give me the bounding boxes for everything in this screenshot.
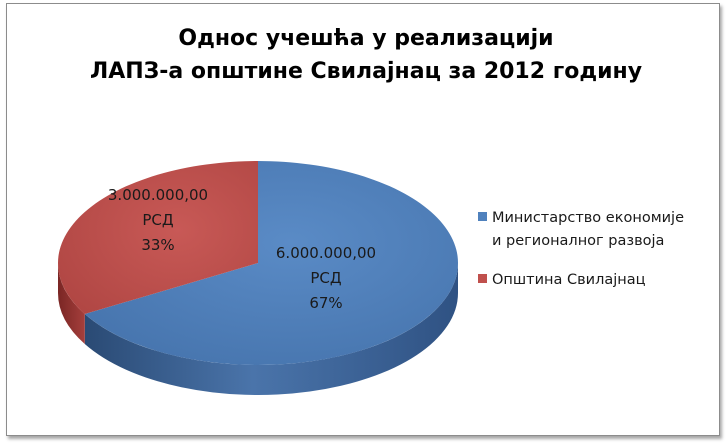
pie-data-labels: 6.000.000,00 РСД 67% 3.000.000,00 РСД 33% [108, 186, 376, 312]
legend-swatch-2 [478, 274, 487, 283]
data-label-slice-2-line-3: 33% [141, 236, 174, 254]
data-label-slice-2-line-1: 3.000.000,00 [108, 186, 208, 204]
legend-entry-2-line-1: Општина Свилајнац [492, 272, 646, 288]
pie-slice-1 [84, 161, 458, 365]
chart-title: Однос учешћа у реализацији ЛАПЗ-а општин… [90, 26, 642, 84]
legend: Министарство економије и регионалног разв… [478, 210, 684, 288]
pie-slice-side-1 [84, 263, 458, 395]
data-label-slice-1-line-2: РСД [310, 269, 341, 287]
data-label-slice-1-line-3: 67% [309, 294, 342, 312]
chart-title-line-1: Однос учешћа у реализацији [178, 26, 553, 51]
pie-slice-2 [58, 161, 259, 314]
data-label-slice-1-line-1: 6.000.000,00 [276, 244, 376, 262]
pie-slice-side-2 [58, 263, 85, 344]
data-label-slice-2-line-2: РСД [142, 211, 173, 229]
legend-entry-1-line-2: и регионалног развоја [492, 233, 664, 249]
legend-swatch-1 [478, 212, 487, 221]
legend-entry-1-line-1: Министарство економије [492, 210, 684, 226]
chart-title-line-2: ЛАПЗ-а општине Свилајнац за 2012 годину [90, 59, 642, 84]
pie-plot-area [58, 161, 458, 395]
